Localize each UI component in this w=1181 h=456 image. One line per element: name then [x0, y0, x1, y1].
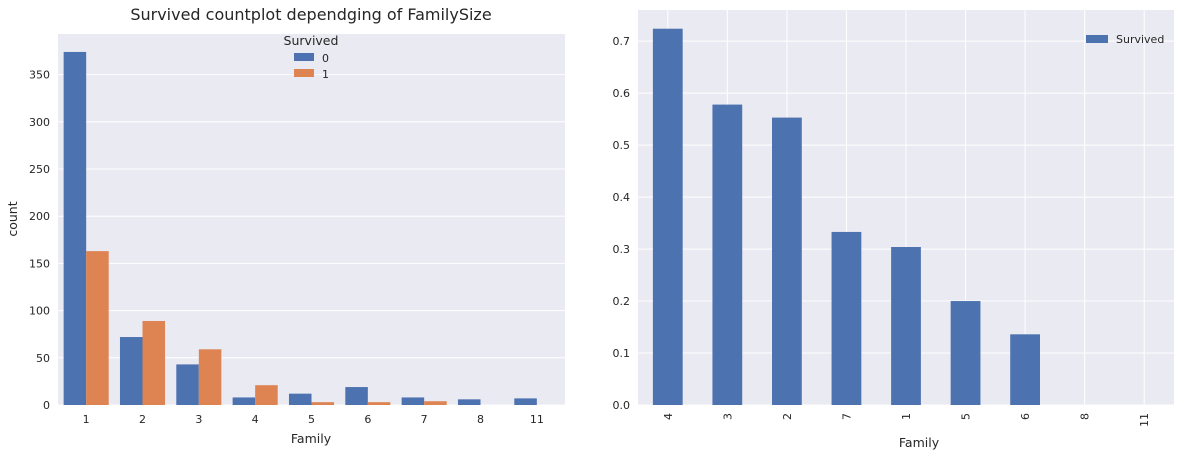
bars-left — [63, 51, 537, 405]
bar-family-4 — [652, 28, 683, 406]
bar-family-6 — [1010, 334, 1040, 405]
bar-family-2 — [772, 117, 802, 406]
ytick-label: 150 — [29, 257, 50, 270]
xtick-label: 1 — [900, 413, 913, 420]
xtick-label: 7 — [421, 413, 428, 426]
ytick-label: 0.2 — [613, 295, 631, 308]
legend-entry-1: 1 — [322, 68, 329, 81]
bar-7-survived-0 — [401, 397, 425, 405]
bar-3-survived-1 — [198, 349, 222, 405]
legend-swatch-1 — [294, 69, 314, 77]
bars-right — [652, 28, 1040, 406]
ytick-label: 50 — [36, 352, 50, 365]
xtick-label: 11 — [530, 413, 544, 426]
xtick-label: 7 — [840, 413, 853, 420]
xtick-label: 5 — [308, 413, 315, 426]
xtick-label: 8 — [477, 413, 484, 426]
ytick-label: 0.3 — [613, 243, 631, 256]
bar-7-survived-1 — [424, 401, 447, 405]
x-axis-label-left: Family — [291, 431, 332, 446]
legend-swatch-survived — [1086, 35, 1108, 43]
xtick-label: 11 — [1138, 413, 1151, 427]
xtick-label: 3 — [195, 413, 202, 426]
ytick-label: 0.6 — [613, 87, 631, 100]
bar-family-5 — [950, 301, 981, 405]
bar-4-survived-1 — [255, 385, 278, 405]
legend-left: Survived 0 1 — [284, 33, 339, 81]
legend-title-left: Survived — [284, 33, 339, 48]
bar-8-survived-0 — [457, 399, 481, 405]
ytick-label: 250 — [29, 163, 50, 176]
survival-rate-panel: 4 3 2 7 1 5 6 8 11 0.0 0.1 0.2 0.3 0.4 0.5 0.6 0.7 Fami… — [613, 10, 1174, 450]
bar-5-survived-0 — [288, 393, 312, 405]
bar-family-1 — [891, 247, 921, 405]
ytick-label: 300 — [29, 116, 50, 129]
xtick-labels-right: 4 3 2 7 1 5 6 8 11 — [662, 413, 1151, 427]
ytick-label: 0.7 — [613, 35, 631, 48]
countplot-panel: 1 2 3 4 5 6 7 8 11 0 50 100 150 200 250 300 350 Survive… — [5, 5, 565, 446]
x-axis-label-right: Family — [899, 435, 940, 450]
legend-entry-survived: Survived — [1116, 33, 1164, 46]
bar-1-survived-0 — [63, 51, 87, 405]
bar-6-survived-0 — [345, 387, 368, 405]
bar-6-survived-1 — [367, 402, 391, 405]
ytick-label: 0.4 — [613, 191, 631, 204]
xtick-labels-left: 1 2 3 4 5 6 7 8 11 — [83, 413, 544, 426]
bar-4-survived-0 — [232, 397, 256, 405]
ytick-label: 0.0 — [613, 399, 631, 412]
xtick-label: 5 — [960, 413, 973, 420]
xtick-label: 6 — [1019, 413, 1032, 420]
bar-family-7 — [831, 231, 862, 405]
y-axis-label-left: count — [5, 201, 20, 236]
xtick-label: 8 — [1079, 413, 1092, 420]
bar-2-survived-1 — [142, 320, 166, 405]
xtick-label: 3 — [721, 413, 734, 420]
ytick-labels-left: 0 50 100 150 200 250 300 350 — [29, 69, 50, 412]
bar-5-survived-1 — [311, 402, 335, 405]
ytick-label: 100 — [29, 305, 50, 318]
chart-title-left: Survived countplot dependging of FamilyS… — [130, 5, 491, 24]
ytick-label: 0.5 — [613, 139, 631, 152]
bar-1-survived-1 — [86, 251, 109, 405]
ytick-label: 200 — [29, 210, 50, 223]
ytick-labels-right: 0.0 0.1 0.2 0.3 0.4 0.5 0.6 0.7 — [613, 35, 631, 412]
ytick-label: 0.1 — [613, 347, 631, 360]
legend-right: Survived — [1086, 33, 1164, 46]
legend-swatch-0 — [294, 53, 314, 61]
xtick-label: 4 — [662, 413, 675, 420]
ytick-label: 0 — [43, 399, 50, 412]
legend-entry-0: 0 — [322, 52, 329, 65]
xtick-label: 2 — [781, 413, 794, 420]
bar-family-3 — [712, 104, 743, 405]
xtick-label: 6 — [364, 413, 371, 426]
bar-11-survived-0 — [514, 398, 537, 405]
xtick-label: 1 — [83, 413, 90, 426]
bar-3-survived-0 — [176, 364, 199, 405]
xtick-label: 4 — [252, 413, 259, 426]
xtick-label: 2 — [139, 413, 146, 426]
bar-2-survived-0 — [119, 337, 143, 405]
ytick-label: 350 — [29, 69, 50, 82]
